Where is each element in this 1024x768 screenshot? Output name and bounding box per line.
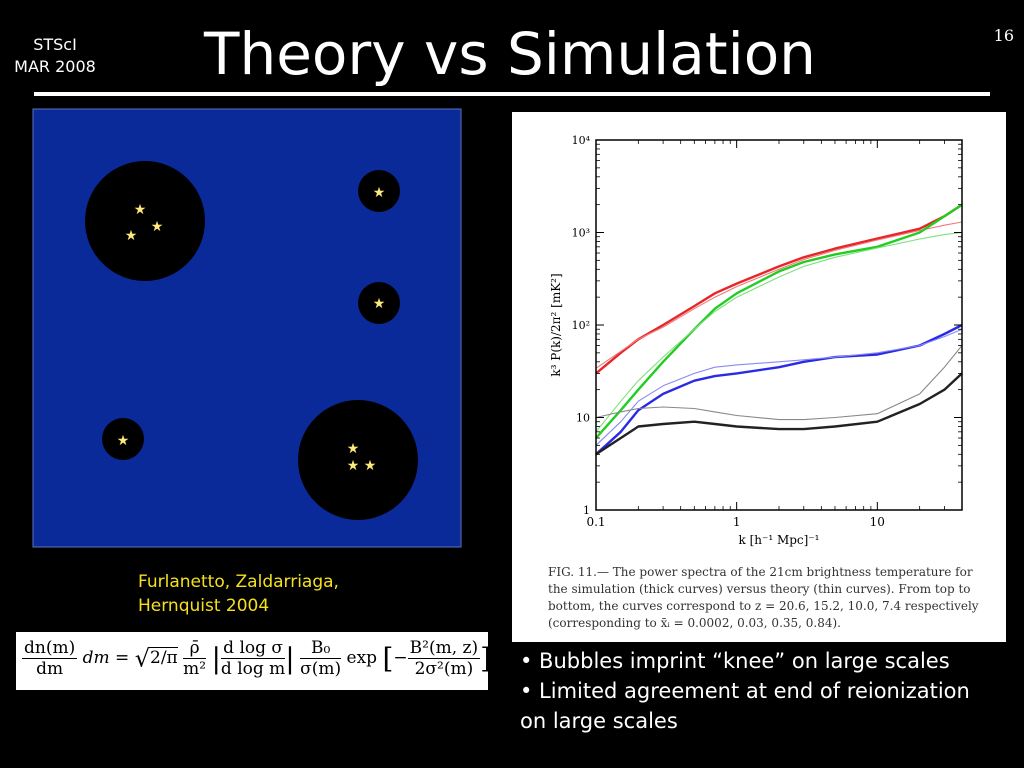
star-icon: ★	[373, 185, 386, 201]
corner-date: MAR 2008	[14, 57, 96, 76]
formula-exp: exp	[346, 648, 378, 668]
star-icon: ★	[347, 441, 360, 457]
bullet-item: • Bubbles imprint “knee” on large scales	[520, 649, 950, 673]
page-number: 16	[993, 26, 1014, 45]
formula-log-denominator: d log m	[220, 659, 286, 679]
star-icon: ★	[364, 458, 377, 474]
formula-lhs-numerator: dn(m)	[22, 638, 78, 659]
formula-equals: =	[115, 648, 130, 668]
bullet-item: • Limited agreement at end of reionizati…	[520, 679, 970, 703]
slide-title: Theory vs Simulation	[204, 20, 816, 88]
series-line-6	[595, 328, 963, 446]
y-tick-label: 10	[576, 412, 590, 425]
formula-minus: −	[393, 648, 408, 668]
series-line-3	[595, 203, 963, 439]
formula-dm-tail: dm	[496, 648, 524, 668]
formula-rho-denominator: m²	[183, 659, 207, 679]
series-line-2	[595, 221, 963, 369]
simulation-illustration: ★ ★ ★ ★ ★ ★ ★ ★ ★	[32, 108, 462, 548]
star-icon: ★	[347, 458, 360, 474]
bubble-large-upper-left	[85, 161, 205, 281]
series-line-7	[595, 372, 963, 456]
series-line-8	[595, 345, 963, 421]
y-tick-label: 10²	[572, 319, 590, 332]
y-axis-label: k³ P(k)/2π² [mK²]	[549, 273, 563, 376]
citation-year: Hernquist 2004	[138, 596, 270, 616]
corner-institution: STScI	[33, 35, 77, 54]
chart-series-group	[595, 203, 963, 456]
formula-lhs-denominator: dm	[36, 659, 64, 679]
bubble-small-middle-right	[358, 282, 400, 324]
x-tick-label: 1	[733, 515, 741, 529]
bubble-small-top-right	[358, 170, 400, 212]
star-icon: ★	[373, 296, 386, 312]
figure-caption: FIG. 11.— The power spectra of the 21cm …	[548, 565, 979, 630]
formula-b0-denominator: σ(m)	[300, 659, 342, 679]
formula-log-numerator: d log σ	[220, 638, 286, 659]
star-icon: ★	[117, 433, 130, 449]
x-tick-label: 0.1	[586, 515, 605, 529]
bubble-large-lower-right	[298, 400, 418, 520]
y-tick-label: 10⁴	[572, 134, 591, 147]
x-tick-label: 10	[870, 515, 885, 529]
title-divider	[34, 92, 990, 96]
bullet-list: • Bubbles imprint “knee” on large scales…	[520, 646, 1020, 736]
bubble-small-lower-left	[102, 418, 144, 460]
formula-bracket-denominator: 2σ²(m)	[414, 659, 474, 679]
formula-sqrt-term: 2/π	[150, 647, 178, 668]
series-line-4	[595, 231, 963, 433]
y-tick-label: 1	[583, 504, 590, 517]
formula-bracket-numerator: B²(m, z)	[407, 638, 481, 659]
series-line-5	[595, 323, 963, 456]
power-spectrum-figure: 0.1 1 10 1 10 10² 10³ 10⁴ k [h⁻¹ Mpc]⁻¹ k³ P(k)…	[512, 112, 1006, 642]
formula-rho-numerator: ρ̄	[183, 638, 207, 659]
bullet-item-continuation: on large scales	[520, 709, 678, 733]
formula-dm: dm	[82, 648, 110, 668]
star-icon: ★	[134, 202, 147, 218]
y-tick-label: 10³	[572, 227, 590, 240]
slide-corner-label: STScI MAR 2008	[6, 34, 104, 78]
star-icon: ★	[125, 228, 138, 244]
formula-b0-numerator: B₀	[300, 638, 342, 659]
citation-authors: Furlanetto, Zaldarriaga,	[138, 572, 339, 592]
x-axis-label: k [h⁻¹ Mpc]⁻¹	[739, 533, 820, 547]
citation: Furlanetto, Zaldarriaga, Hernquist 2004	[138, 570, 418, 618]
star-icon: ★	[151, 219, 164, 235]
plot-frame	[595, 139, 963, 511]
